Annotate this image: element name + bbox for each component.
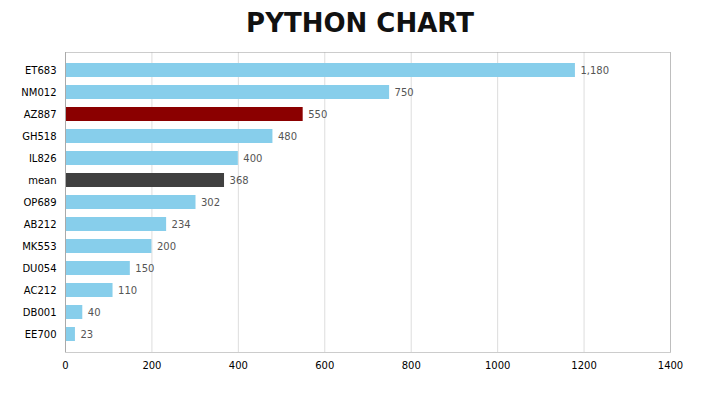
svg-text:40: 40: [88, 307, 101, 318]
svg-text:400: 400: [229, 360, 248, 371]
svg-text:302: 302: [201, 197, 220, 208]
svg-text:ET683: ET683: [25, 65, 57, 76]
svg-text:AZ887: AZ887: [24, 109, 57, 120]
svg-text:368: 368: [230, 175, 249, 186]
svg-text:1000: 1000: [485, 360, 510, 371]
svg-text:600: 600: [315, 360, 334, 371]
svg-text:234: 234: [172, 219, 191, 230]
svg-text:1400: 1400: [658, 360, 683, 371]
svg-text:150: 150: [135, 263, 154, 274]
svg-text:110: 110: [118, 285, 137, 296]
svg-text:NM012: NM012: [21, 87, 56, 98]
svg-text:400: 400: [243, 153, 262, 164]
svg-text:DU054: DU054: [22, 263, 56, 274]
svg-text:550: 550: [308, 109, 327, 120]
html-text:PYTHON CHART: PYTHON CHART: [246, 8, 474, 38]
svg-text:DB001: DB001: [23, 307, 57, 318]
svg-text:mean: mean: [28, 175, 56, 186]
svg-text:OP689: OP689: [24, 197, 57, 208]
svg-text:EE700: EE700: [25, 329, 57, 340]
svg-text:750: 750: [395, 87, 414, 98]
svg-text:AC212: AC212: [24, 285, 57, 296]
svg-text:0: 0: [62, 360, 68, 371]
svg-text:23: 23: [80, 329, 93, 340]
svg-text:1200: 1200: [571, 360, 596, 371]
svg-text:GH518: GH518: [22, 131, 56, 142]
svg-text:800: 800: [402, 360, 421, 371]
svg-text:AB212: AB212: [24, 219, 57, 230]
svg-text:IL826: IL826: [29, 153, 57, 164]
svg-text:MK553: MK553: [22, 241, 56, 252]
svg-text:200: 200: [157, 241, 176, 252]
svg-text:480: 480: [278, 131, 297, 142]
svg-text:200: 200: [142, 360, 161, 371]
svg-text:1,180: 1,180: [580, 65, 609, 76]
